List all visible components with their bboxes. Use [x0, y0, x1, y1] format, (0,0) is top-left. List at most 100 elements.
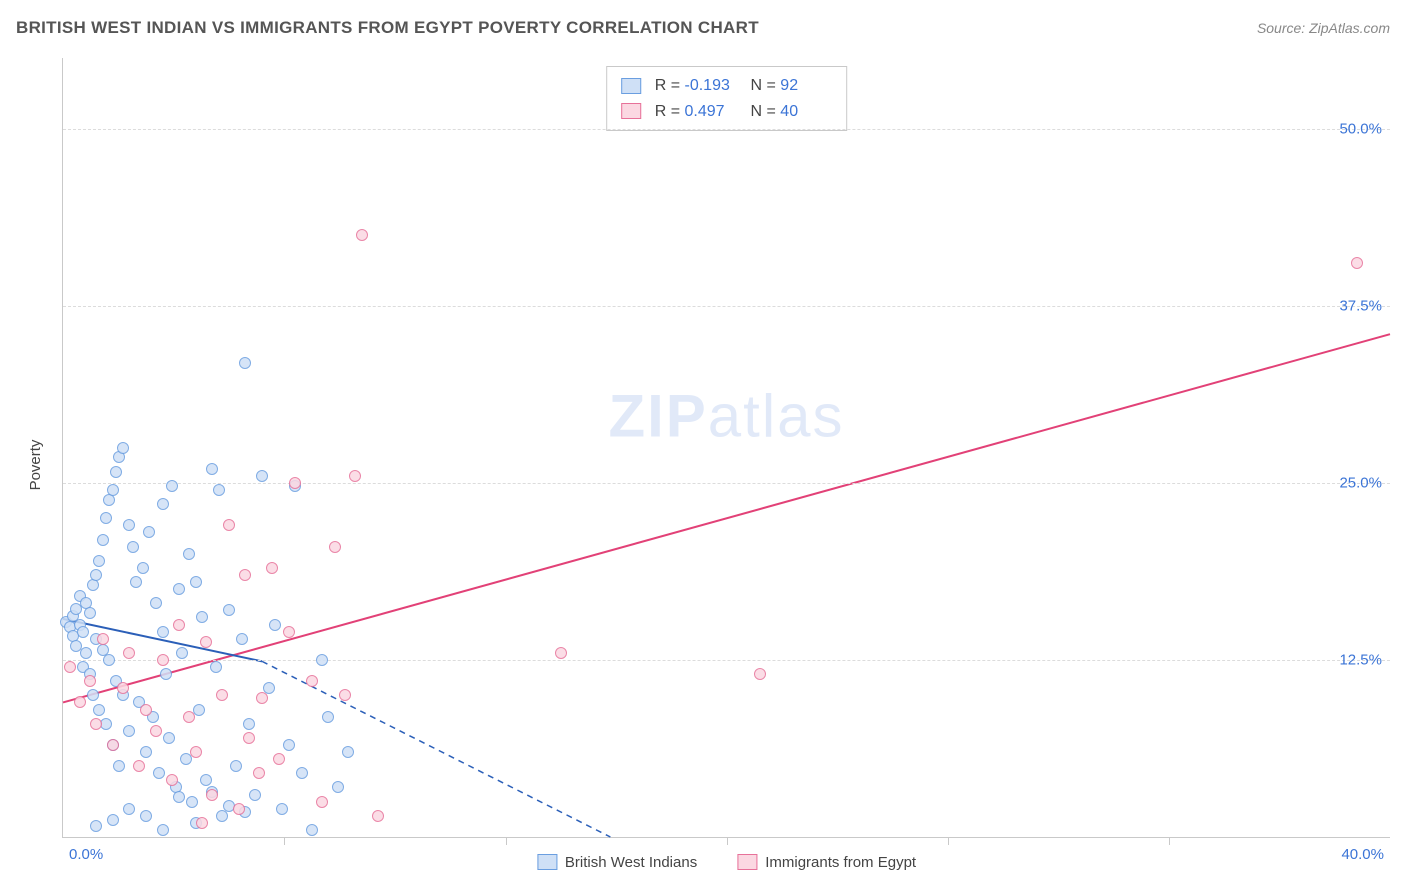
data-point-egypt	[140, 704, 152, 716]
data-point-bwi	[276, 803, 288, 815]
data-point-egypt	[283, 626, 295, 638]
data-point-bwi	[77, 626, 89, 638]
data-point-egypt	[190, 746, 202, 758]
data-point-egypt	[316, 796, 328, 808]
data-point-egypt	[239, 569, 251, 581]
data-point-egypt	[107, 739, 119, 751]
data-point-egypt	[84, 675, 96, 687]
data-point-egypt	[339, 689, 351, 701]
y-tick-label: 12.5%	[1339, 651, 1382, 668]
data-point-egypt	[117, 682, 129, 694]
data-point-bwi	[296, 767, 308, 779]
data-point-bwi	[113, 760, 125, 772]
data-point-egypt	[356, 229, 368, 241]
data-point-bwi	[110, 466, 122, 478]
data-point-egypt	[97, 633, 109, 645]
gridline	[63, 129, 1390, 130]
data-point-egypt	[372, 810, 384, 822]
data-point-bwi	[93, 704, 105, 716]
trend-lines	[63, 58, 1390, 837]
stats-row-egypt: R = 0.497 N = 40	[621, 99, 833, 125]
data-point-egypt	[555, 647, 567, 659]
data-point-egypt	[133, 760, 145, 772]
data-point-egypt	[754, 668, 766, 680]
y-axis-label: Poverty	[27, 440, 44, 491]
data-point-bwi	[140, 810, 152, 822]
legend-item-bwi: British West Indians	[537, 854, 697, 871]
data-point-bwi	[249, 789, 261, 801]
data-point-bwi	[236, 633, 248, 645]
data-point-bwi	[137, 562, 149, 574]
data-point-egypt	[273, 753, 285, 765]
data-point-bwi	[166, 480, 178, 492]
data-point-egypt	[166, 774, 178, 786]
data-point-egypt	[173, 619, 185, 631]
data-point-bwi	[173, 583, 185, 595]
data-point-bwi	[93, 555, 105, 567]
data-point-bwi	[90, 569, 102, 581]
data-point-bwi	[176, 647, 188, 659]
data-point-bwi	[186, 796, 198, 808]
data-point-egypt	[196, 817, 208, 829]
data-point-bwi	[230, 760, 242, 772]
stats-row-bwi: R = -0.193 N = 92	[621, 73, 833, 99]
data-point-bwi	[332, 781, 344, 793]
x-tick	[727, 837, 728, 845]
data-point-bwi	[283, 739, 295, 751]
x-tick	[1169, 837, 1170, 845]
data-point-bwi	[157, 498, 169, 510]
data-point-bwi	[127, 541, 139, 553]
data-point-bwi	[87, 689, 99, 701]
data-point-bwi	[183, 548, 195, 560]
data-point-egypt	[206, 789, 218, 801]
legend-swatch-bwi	[537, 854, 557, 870]
data-point-bwi	[84, 607, 96, 619]
y-tick-label: 50.0%	[1339, 120, 1382, 137]
swatch-bwi	[621, 78, 641, 94]
data-point-bwi	[200, 774, 212, 786]
data-point-bwi	[163, 732, 175, 744]
data-point-egypt	[216, 689, 228, 701]
x-tick	[506, 837, 507, 845]
data-point-bwi	[239, 357, 251, 369]
x-tick	[284, 837, 285, 845]
data-point-bwi	[306, 824, 318, 836]
data-point-bwi	[193, 704, 205, 716]
data-point-egypt	[306, 675, 318, 687]
data-point-bwi	[213, 484, 225, 496]
data-point-bwi	[173, 791, 185, 803]
data-point-egypt	[157, 654, 169, 666]
plot-area: ZIPatlas R = -0.193 N = 92 R = 0.497 N =…	[62, 58, 1390, 838]
data-point-bwi	[140, 746, 152, 758]
data-point-bwi	[107, 484, 119, 496]
data-point-egypt	[74, 696, 86, 708]
data-point-egypt	[266, 562, 278, 574]
data-point-egypt	[349, 470, 361, 482]
data-point-egypt	[90, 718, 102, 730]
gridline	[63, 660, 1390, 661]
data-point-bwi	[256, 470, 268, 482]
data-point-bwi	[117, 442, 129, 454]
data-point-bwi	[80, 647, 92, 659]
data-point-bwi	[123, 519, 135, 531]
data-point-bwi	[342, 746, 354, 758]
data-point-bwi	[100, 512, 112, 524]
data-point-bwi	[210, 661, 222, 673]
chart-container: Poverty ZIPatlas R = -0.193 N = 92 R = 0…	[16, 50, 1390, 880]
source-attribution: Source: ZipAtlas.com	[1257, 20, 1390, 36]
data-point-bwi	[103, 654, 115, 666]
data-point-egypt	[183, 711, 195, 723]
stats-box: R = -0.193 N = 92 R = 0.497 N = 40	[606, 66, 848, 131]
data-point-bwi	[97, 534, 109, 546]
data-point-egypt	[253, 767, 265, 779]
data-point-bwi	[150, 597, 162, 609]
chart-title: BRITISH WEST INDIAN VS IMMIGRANTS FROM E…	[16, 18, 759, 38]
data-point-bwi	[316, 654, 328, 666]
data-point-egypt	[123, 647, 135, 659]
data-point-bwi	[196, 611, 208, 623]
data-point-egypt	[1351, 257, 1363, 269]
data-point-bwi	[130, 576, 142, 588]
y-tick-label: 25.0%	[1339, 474, 1382, 491]
x-axis-end-label: 40.0%	[1341, 846, 1384, 863]
legend-swatch-egypt	[737, 854, 757, 870]
